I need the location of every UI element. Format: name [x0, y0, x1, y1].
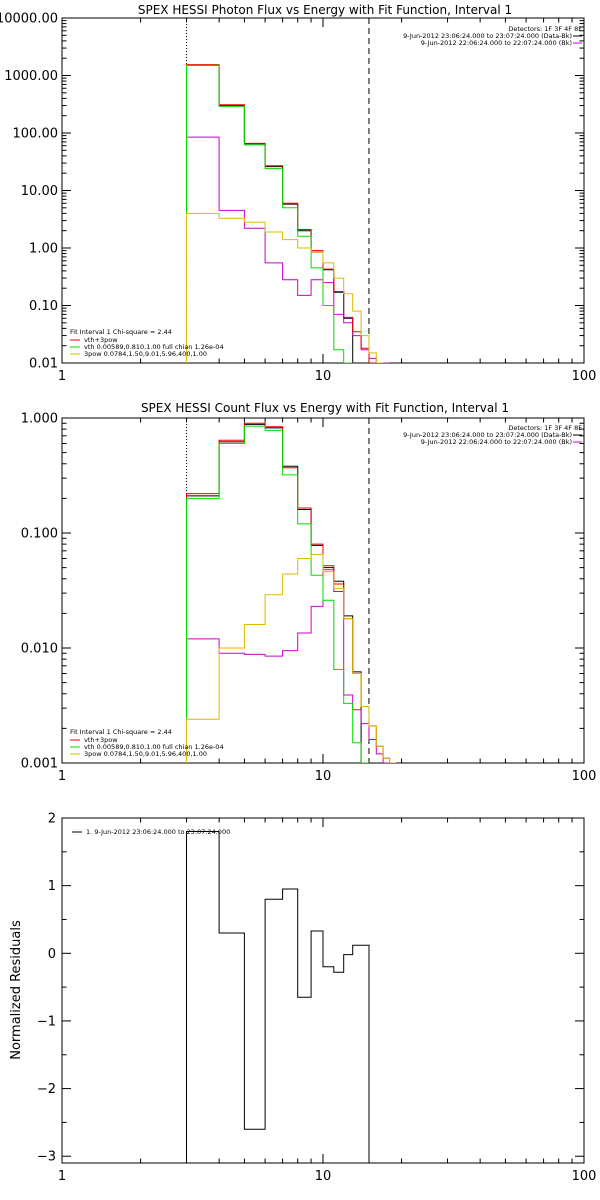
photon-data-interval-label: 9-Jun-2012 23:06:24.000 to 23:07:24.000 …: [403, 32, 572, 40]
residuals-series-group: [186, 831, 370, 1163]
count-y-tick-label: 1.000: [21, 412, 58, 427]
residuals-y-axis: −3 −2 −1 0 1 2: [37, 812, 584, 1165]
count-x-tick-label: 10: [315, 769, 332, 784]
photon-y-tick-label: 0.10: [29, 299, 58, 314]
photon-series-3pow: [186, 212, 384, 363]
count-detectors-label: Detectors: 1F 3F 4F 8F: [508, 424, 582, 432]
photon-fit-header: Fit Interval 1 Chi-square = 2.44: [70, 328, 172, 336]
photon-info-box: Detectors: 1F 3F 4F 8F 9-Jun-2012 23:06:…: [403, 25, 582, 47]
photon-series-data-bk: [186, 64, 354, 363]
photon-flux-panel: SPEX HESSI Photon Flux vs Energy with Fi…: [0, 3, 596, 384]
photon-plot-frame: [61, 17, 585, 364]
photon-y-tick-label: 1000.00: [4, 69, 58, 84]
residuals-panel: Normalized Residuals −3 −2 −1 0 1 2 1 10 100 1.…: [9, 812, 596, 1185]
count-fit-legend: Fit Interval 1 Chi-square = 2.44 vth+3po…: [70, 728, 224, 758]
photon-y-tick-label: 0.01: [29, 357, 58, 372]
count-y-tick-label: 0.010: [21, 642, 58, 657]
residuals-y-tick-label: 1: [48, 879, 56, 894]
residuals-y-axis-label: Normalized Residuals: [9, 920, 24, 1060]
photon-series-bk: [186, 136, 390, 363]
count-x-axis: 1 10 100: [58, 418, 597, 784]
residuals-y-tick-label: −2: [37, 1082, 56, 1097]
photon-series-vth: [186, 64, 353, 363]
residuals-plot-frame: [61, 817, 585, 1164]
residuals-y-tick-label: −1: [37, 1014, 56, 1029]
count-series-group: [186, 422, 396, 763]
residuals-legend-label: 1. 9-Jun-2012 23:06:24.000 to 23:07:24.0…: [86, 828, 230, 836]
count-fit-total-label: vth+3pow: [84, 736, 118, 744]
residuals-x-tick-label: 100: [572, 1169, 597, 1184]
photon-fit-legend: Fit Interval 1 Chi-square = 2.44 vth+3po…: [70, 328, 224, 358]
count-x-tick-label: 100: [572, 769, 597, 784]
residuals-series-residuals: [186, 831, 370, 1163]
count-y-tick-label: 0.100: [21, 527, 58, 542]
count-info-box: Detectors: 1F 3F 4F 8F 9-Jun-2012 23:06:…: [403, 424, 582, 446]
residuals-x-axis: 1 10 100: [58, 818, 597, 1184]
count-x-tick-label: 1: [58, 769, 66, 784]
count-flux-panel: SPEX HESSI Count Flux vs Energy with Fit…: [21, 401, 597, 784]
photon-series-group: [186, 64, 390, 363]
count-fit-3pow-label: 3pow 0.0784,1.50,9.01,5.96,400,1.00: [84, 750, 207, 758]
photon-fit-3pow-label: 3pow 0.0784,1.50,9.01,5.96,400,1.00: [84, 350, 207, 358]
photon-x-tick-label: 100: [572, 369, 597, 384]
photon-fit-total-label: vth+3pow: [84, 336, 118, 344]
count-series-vth-3pow: [186, 422, 396, 763]
count-energy-markers: [186, 418, 370, 763]
residuals-y-tick-label: 2: [48, 812, 56, 827]
count-series-3pow: [186, 554, 396, 763]
count-y-tick-label: 0.001: [21, 757, 58, 772]
photon-x-tick-label: 10: [315, 369, 332, 384]
photon-y-tick-label: 100.00: [13, 127, 59, 142]
residuals-y-tick-label: −3: [37, 1150, 56, 1165]
residuals-x-tick-label: 10: [315, 1169, 332, 1184]
count-data-interval-label: 9-Jun-2012 23:06:24.000 to 23:07:24.000 …: [403, 431, 572, 439]
photon-y-tick-label: 1.00: [29, 242, 58, 257]
photon-chart-title: SPEX HESSI Photon Flux vs Energy with Fi…: [138, 3, 512, 17]
photon-x-axis: 1 10 100: [58, 18, 597, 384]
photon-energy-markers: [186, 18, 370, 363]
count-chart-title: SPEX HESSI Count Flux vs Energy with Fit…: [141, 401, 509, 415]
count-fit-header: Fit Interval 1 Chi-square = 2.44: [70, 728, 172, 736]
residuals-x-tick-label: 1: [58, 1169, 66, 1184]
count-fit-vth-label: vth 0.00589,0.810,1.00 full chian 1.26e-…: [84, 743, 224, 751]
photon-x-tick-label: 1: [58, 369, 66, 384]
count-series-bk: [186, 569, 390, 763]
count-bk-interval-label: 9-Jun-2012 22:06:24.000 to 22:07:24.000 …: [421, 438, 572, 446]
photon-detectors-label: Detectors: 1F 3F 4F 8F: [508, 25, 582, 33]
photon-fit-vth-label: vth 0.00589,0.810,1.00 full chian 1.26e-…: [84, 343, 224, 351]
photon-bk-interval-label: 9-Jun-2012 22:06:24.000 to 22:07:24.000 …: [421, 39, 572, 47]
photon-y-axis: 0.01 0.10 1.00 10.00 100.00 1000.00 10000.00: [0, 12, 584, 372]
count-series-vth: [186, 425, 369, 763]
photon-y-tick-label: 10.00: [21, 184, 58, 199]
photon-y-tick-label: 10000.00: [0, 12, 58, 27]
count-y-axis: 0.001 0.010 0.100 1.000: [21, 412, 584, 772]
count-series-data-bk: [186, 423, 362, 763]
residuals-y-tick-label: 0: [48, 947, 56, 962]
